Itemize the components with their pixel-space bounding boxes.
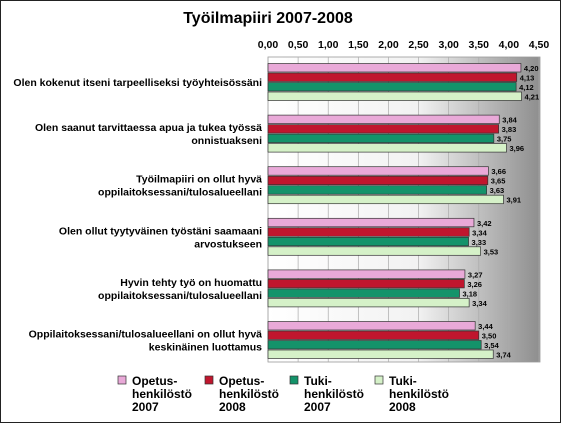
bar — [267, 236, 469, 247]
category-labels: Olen kokenut itseni tarpeelliseksi työyh… — [13, 77, 262, 354]
x-axis-ticks: 0,00 0,50 1,00 1,50 2,00 2,50 3,00 3,50 4,00 4,50 — [258, 39, 550, 51]
x-tick-label: 4,00 — [499, 39, 520, 51]
bar — [267, 279, 465, 289]
legend-swatch — [117, 375, 127, 385]
x-tick-label: 0,00 — [258, 39, 279, 51]
category-label: Olen kokenut itseni tarpeelliseksi työyh… — [13, 77, 262, 89]
x-tick-label: 3,00 — [438, 39, 459, 51]
bar — [267, 321, 476, 331]
bar — [267, 227, 470, 237]
category-label: Työilmapiiri on ollut hyvä oppilaitoksess… — [98, 174, 262, 199]
value-label: 3,53 — [484, 247, 499, 256]
value-label: 4,13 — [520, 74, 535, 83]
bar — [267, 82, 517, 92]
bar — [267, 91, 522, 101]
value-label: 4,12 — [519, 83, 534, 92]
gridlines — [267, 57, 540, 362]
legend: Opetus-henkilöstö 2007 Opetus-henkilöstö 20… — [117, 374, 449, 414]
value-label: 3,34 — [472, 228, 487, 237]
x-tick-label: 2,50 — [408, 39, 429, 51]
category-label: Olen ollut tyytyväinen työstäni saamaani… — [59, 225, 262, 250]
value-label: 3,42 — [477, 219, 492, 228]
value-label: 3,54 — [484, 341, 499, 350]
value-label: 3,66 — [491, 167, 506, 176]
value-label: 3,26 — [467, 280, 482, 289]
bar — [267, 288, 460, 298]
value-label: 3,84 — [502, 116, 517, 125]
bar — [267, 72, 518, 82]
x-tick-label: 3,50 — [469, 39, 490, 51]
legend-label: Tuki-henkilöstö 2008 — [389, 374, 449, 414]
value-label: 3,63 — [490, 186, 505, 195]
value-label: 3,65 — [491, 177, 506, 186]
legend-swatch — [204, 375, 214, 385]
value-label: 3,34 — [472, 299, 487, 308]
value-label: 3,96 — [509, 144, 524, 153]
plot-area — [267, 56, 541, 363]
x-tick-label: 1,50 — [348, 39, 369, 51]
value-label: 3,74 — [496, 351, 511, 360]
bar — [267, 124, 500, 134]
value-label: 3,91 — [506, 196, 521, 205]
value-label: 3,75 — [497, 135, 512, 144]
legend-swatch — [374, 375, 384, 385]
x-tick-label: 2,00 — [378, 39, 399, 51]
bar — [267, 246, 481, 256]
value-label: 3,83 — [502, 125, 517, 134]
value-labels: 4,20 3,84 3,66 3,42 3,27 3,44 4,13 3,83 3,65 3,34… — [463, 64, 540, 360]
bar — [267, 298, 470, 308]
bar — [267, 217, 475, 228]
value-label: 3,27 — [468, 270, 483, 279]
bar — [267, 330, 480, 340]
value-label: 3,44 — [478, 322, 493, 331]
chart-title: Työilmapiiri 2007-2008 — [183, 10, 353, 27]
legend-label: Opetus-henkilöstö 2007 — [132, 374, 192, 414]
bar — [267, 340, 482, 350]
value-label: 4,21 — [525, 93, 540, 102]
bar — [267, 166, 489, 176]
bar — [267, 194, 504, 205]
x-tick-label: 0,50 — [288, 39, 309, 51]
bar — [267, 143, 507, 153]
bar — [267, 175, 489, 186]
category-label: Hyvin tehty työ on huomattu oppilaitokses… — [98, 277, 262, 302]
x-tick-label: 4,50 — [529, 39, 550, 51]
value-label: 3,33 — [472, 238, 487, 247]
value-label: 4,20 — [524, 64, 539, 73]
bars — [267, 63, 522, 359]
bar — [267, 63, 522, 73]
legend-label: Tuki-henkilöstö 2007 — [304, 374, 364, 414]
bar — [267, 114, 500, 124]
legend-label: Opetus-henkilöstö 2008 — [219, 374, 279, 414]
bar — [267, 349, 494, 359]
x-tick-label: 1,00 — [318, 39, 339, 51]
value-label: 3,50 — [482, 332, 497, 341]
bar — [267, 269, 466, 279]
category-label: Olen saanut tarvittaessa apua ja tukea t… — [35, 122, 262, 147]
legend-swatch — [289, 375, 299, 385]
category-label: Oppilaitoksessani/tulosalueellani on oll… — [29, 329, 263, 354]
value-label: 3,18 — [463, 289, 478, 298]
bar — [267, 133, 495, 143]
bar — [267, 185, 487, 195]
